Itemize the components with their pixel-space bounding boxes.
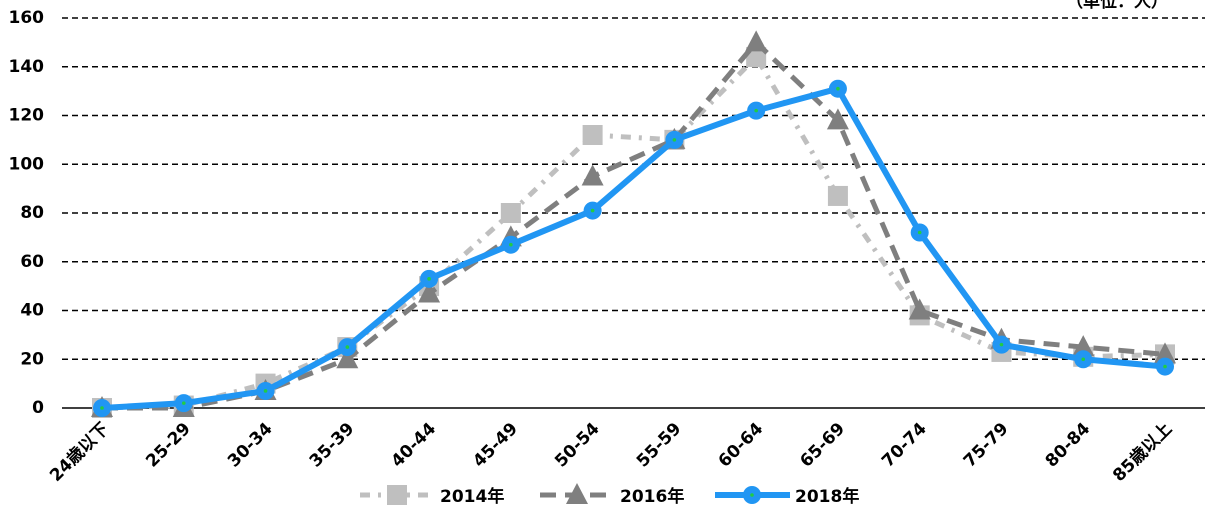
marker (1072, 335, 1095, 357)
x-tick-label: 30-34 (224, 419, 277, 472)
marker-center (1081, 357, 1086, 362)
x-tick-label: 35-39 (306, 419, 359, 472)
marker-center (263, 389, 268, 393)
x-tick-label: 70-74 (878, 419, 931, 472)
marker (745, 30, 768, 52)
marker-center (345, 345, 350, 349)
marker (582, 125, 603, 145)
x-tick-label: 24歳以下 (45, 418, 113, 486)
series-line (101, 85, 1166, 411)
marker-center (427, 277, 431, 281)
marker-center (1163, 364, 1167, 369)
marker-center (750, 493, 754, 497)
marker (500, 203, 521, 223)
marker (387, 485, 407, 505)
marker-center (917, 230, 922, 235)
x-tick-label: 50-54 (551, 419, 604, 472)
x-tick-label: 80-84 (1042, 419, 1095, 472)
legend-label: 2014年 (440, 486, 504, 507)
legend-label: 2016年 (620, 486, 684, 507)
marker (566, 483, 588, 504)
x-tick-label: 75-79 (960, 419, 1013, 472)
x-tick-label: 65-69 (796, 419, 849, 472)
marker-center (509, 242, 513, 247)
marker (1154, 342, 1176, 364)
x-tick-label: 60-64 (715, 419, 768, 472)
marker (826, 108, 849, 130)
marker (336, 347, 359, 369)
marker-center (672, 138, 677, 142)
y-tick-label: 0 (32, 398, 44, 418)
unit-label: （単位：人） (1066, 0, 1168, 12)
y-tick-label: 60 (20, 252, 44, 272)
marker (418, 281, 441, 303)
marker-center (999, 342, 1004, 347)
marker-center (181, 401, 186, 405)
marker (908, 298, 931, 320)
x-tick-label: 55-59 (633, 419, 686, 472)
marker-center (754, 108, 758, 113)
marker-center (836, 86, 840, 91)
series (93, 79, 1174, 417)
marker (827, 185, 848, 206)
y-tick-label: 40 (20, 301, 44, 321)
marker (581, 164, 604, 186)
series-line (101, 54, 1166, 411)
y-tick-label: 120 (9, 106, 45, 126)
y-tick-label: 80 (20, 203, 44, 223)
x-tick-label: 40-44 (388, 419, 441, 472)
marker-center (100, 406, 104, 410)
y-tick-label: 100 (9, 154, 45, 174)
x-tick-label: 45-49 (469, 419, 522, 472)
y-tick-label: 160 (9, 8, 45, 28)
x-tick-label: 85歳以上 (1108, 418, 1176, 486)
y-tick-label: 140 (9, 57, 45, 77)
marker-center (590, 208, 595, 213)
legend-label: 2018年 (795, 486, 859, 507)
y-tick-label: 20 (20, 349, 44, 369)
x-tick-label: 25-29 (142, 419, 195, 472)
series (92, 47, 1175, 418)
